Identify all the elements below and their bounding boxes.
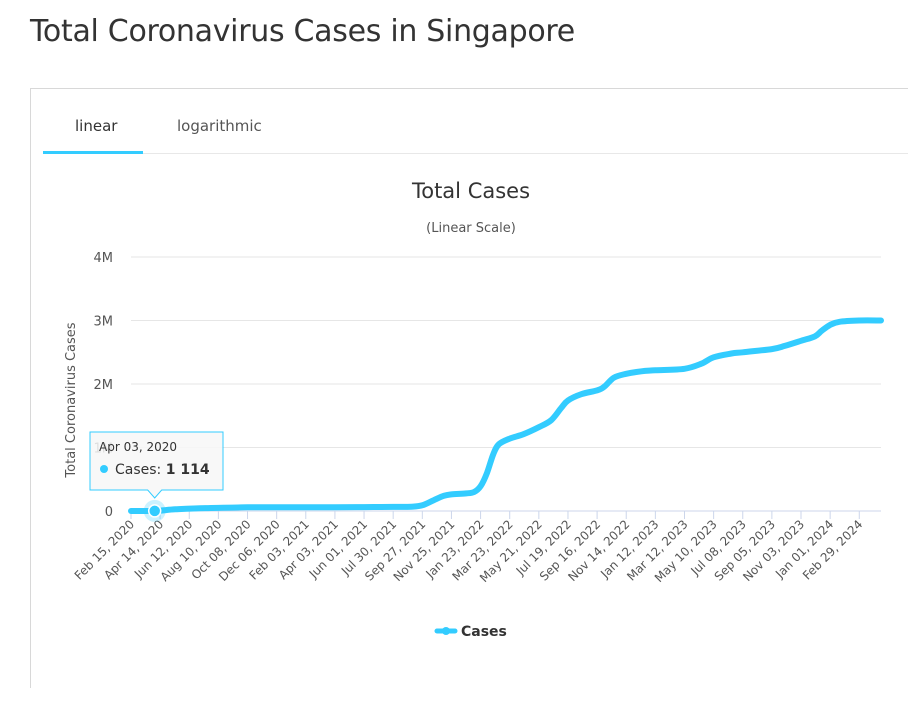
y-tick-label: 2M	[94, 378, 114, 393]
chart-title: Total Cases	[411, 179, 530, 203]
tab-linear[interactable]: linear	[75, 117, 118, 135]
tooltip-value-number: 1 114	[166, 462, 210, 478]
y-axis-label: Total Coronavirus Cases	[64, 322, 79, 478]
tooltip-series-marker	[100, 465, 108, 473]
y-tick-label: 0	[105, 505, 113, 520]
legend-swatch-marker	[442, 627, 450, 635]
tooltip-value: Cases: 1 114	[115, 462, 210, 478]
tooltip-value-label: Cases:	[115, 462, 166, 478]
series-line-cases[interactable]	[128, 317, 884, 515]
page-title: Total Coronavirus Cases in Singapore	[30, 14, 575, 49]
y-tick-label: 3M	[94, 315, 114, 330]
highlighted-point[interactable]	[147, 504, 162, 518]
chart-scale-tabs: linear logarithmic	[43, 107, 908, 154]
chart-panel: linear logarithmic 01M2M3M4M Feb 15, 202…	[30, 88, 908, 688]
legend[interactable]: Cases	[434, 624, 507, 640]
tab-logarithmic[interactable]: logarithmic	[177, 117, 262, 135]
grid-layer	[131, 256, 881, 512]
y-axis-tick-labels: 01M2M3M4M	[94, 251, 114, 520]
legend-label-cases: Cases	[461, 624, 507, 640]
active-tab-indicator	[43, 151, 143, 154]
tooltip-box	[89, 431, 224, 499]
y-tick-label: 4M	[94, 251, 114, 266]
tooltip: Apr 03, 2020 Cases: 1 114	[89, 431, 224, 499]
series-layer	[128, 317, 884, 515]
tooltip-layer: Apr 03, 2020 Cases: 1 114	[89, 431, 224, 522]
chart-subtitle: (Linear Scale)	[426, 221, 516, 236]
tooltip-date: Apr 03, 2020	[99, 440, 177, 454]
